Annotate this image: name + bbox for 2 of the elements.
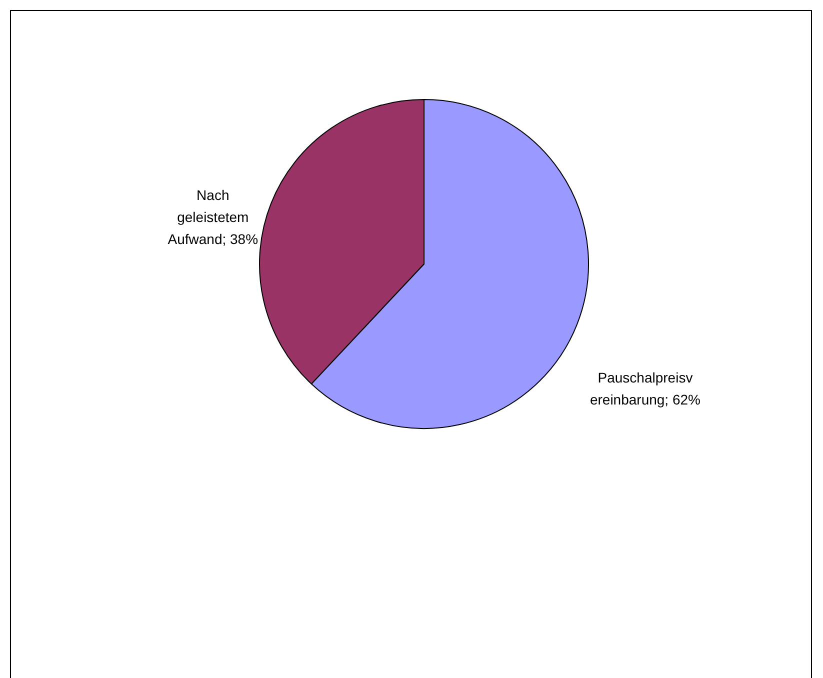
slice-label: Pauschalpreisvereinbarung; 62% bbox=[590, 370, 700, 408]
slice-label: Nach geleistetem Aufwand; 38% bbox=[168, 187, 258, 248]
